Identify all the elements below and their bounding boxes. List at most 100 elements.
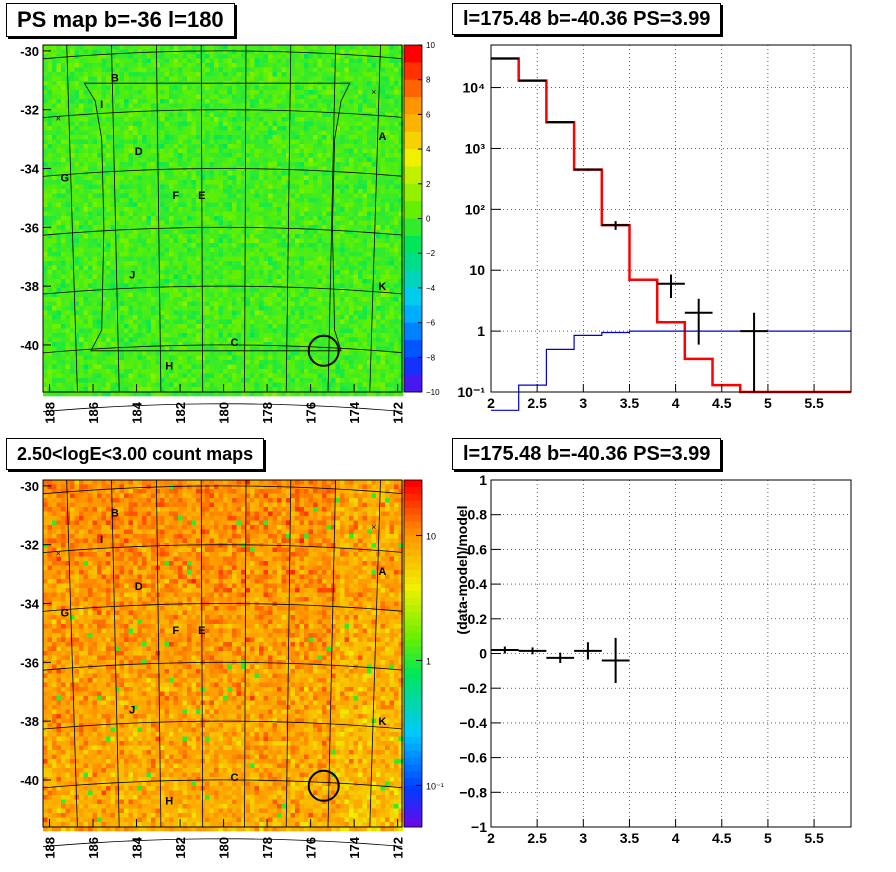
map-pixel — [164, 238, 170, 244]
map-pixel — [173, 144, 179, 149]
map-pixel — [245, 265, 251, 271]
map-pixel — [326, 85, 332, 91]
map-pixel — [277, 135, 282, 140]
map-pixel — [326, 112, 332, 118]
map-pixel — [299, 252, 305, 257]
map-pixel — [191, 99, 197, 104]
map-pixel — [74, 265, 80, 271]
map-pixel — [119, 76, 125, 82]
map-pixel — [317, 135, 323, 140]
map-pixel — [254, 216, 260, 221]
map-pixel — [236, 171, 242, 176]
map-pixel — [254, 310, 260, 316]
map-pixel — [47, 270, 53, 275]
map-pixel — [250, 315, 255, 320]
map-pixel — [259, 171, 264, 176]
map-pixel — [119, 121, 125, 127]
map-pixel — [137, 162, 143, 167]
map-pixel — [398, 225, 404, 230]
map-pixel — [101, 94, 107, 100]
map-pixel — [389, 112, 395, 118]
map-pixel — [182, 49, 188, 55]
map-pixel — [187, 234, 192, 239]
map-pixel — [65, 184, 71, 190]
map-pixel — [241, 247, 246, 253]
map-pixel — [178, 49, 183, 55]
map-pixel — [124, 63, 129, 68]
map-pixel — [146, 270, 152, 275]
map-pixel — [88, 292, 93, 298]
map-pixel — [241, 292, 246, 298]
map-pixel — [308, 238, 314, 244]
map-pixel — [106, 139, 111, 145]
map-pixel — [322, 279, 327, 284]
map-pixel — [160, 310, 165, 316]
map-pixel — [277, 261, 282, 266]
map-pixel — [155, 301, 161, 307]
map-pixel — [52, 166, 57, 172]
map-pixel — [223, 54, 228, 59]
map-pixel — [371, 58, 377, 64]
map-pixel — [65, 319, 71, 325]
map-pixel — [268, 238, 273, 244]
map-pixel — [115, 135, 120, 140]
map-pixel — [142, 211, 147, 217]
map-pixel — [83, 319, 89, 325]
map-pixel — [304, 99, 309, 104]
map-pixel — [119, 270, 125, 275]
map-pixel — [164, 243, 170, 248]
map-pixel — [137, 220, 143, 226]
map-pixel — [241, 229, 246, 235]
map-pixel — [106, 54, 111, 59]
map-pixel — [164, 310, 170, 316]
map-pixel — [272, 112, 278, 118]
map-pixel — [88, 211, 93, 217]
map-pixel — [164, 45, 170, 50]
map-pixel — [259, 153, 264, 158]
map-pixel — [326, 301, 332, 307]
map-pixel — [299, 283, 305, 289]
map-pixel — [196, 211, 201, 217]
map-pixel — [128, 256, 134, 262]
map-pixel — [43, 171, 48, 176]
map-pixel — [200, 288, 206, 293]
map-pixel — [196, 292, 201, 298]
map-pixel — [236, 94, 242, 100]
map-pixel — [335, 85, 341, 91]
map-pixel — [97, 220, 102, 226]
map-pixel — [205, 45, 210, 50]
map-pixel — [304, 252, 309, 257]
map-pixel — [173, 283, 179, 289]
map-pixel — [259, 139, 264, 145]
map-pixel — [371, 63, 377, 68]
map-pixel — [137, 306, 143, 311]
map-pixel — [272, 90, 278, 95]
map-pixel — [74, 162, 80, 167]
map-pixel — [205, 297, 210, 302]
map-pixel — [61, 126, 66, 131]
map-pixel — [376, 252, 381, 257]
map-pixel — [200, 58, 206, 64]
map-pixel — [173, 54, 179, 59]
map-pixel — [299, 85, 305, 91]
map-pixel — [182, 310, 188, 316]
map-pixel — [308, 279, 314, 284]
map-pixel — [83, 238, 89, 244]
map-pixel — [218, 315, 224, 320]
map-pixel — [241, 265, 246, 271]
map-pixel — [349, 139, 354, 145]
map-pixel — [362, 306, 368, 311]
map-pixel — [245, 301, 251, 307]
map-pixel — [286, 297, 291, 302]
map-pixel — [218, 139, 224, 145]
map-pixel — [331, 315, 336, 320]
map-pixel — [322, 184, 327, 190]
map-pixel — [56, 81, 62, 86]
map-pixel — [389, 265, 395, 271]
map-pixel — [326, 243, 332, 248]
map-pixel — [322, 306, 327, 311]
map-pixel — [340, 202, 345, 208]
map-pixel — [142, 126, 147, 131]
map-pixel — [209, 297, 215, 302]
map-pixel — [65, 144, 71, 149]
